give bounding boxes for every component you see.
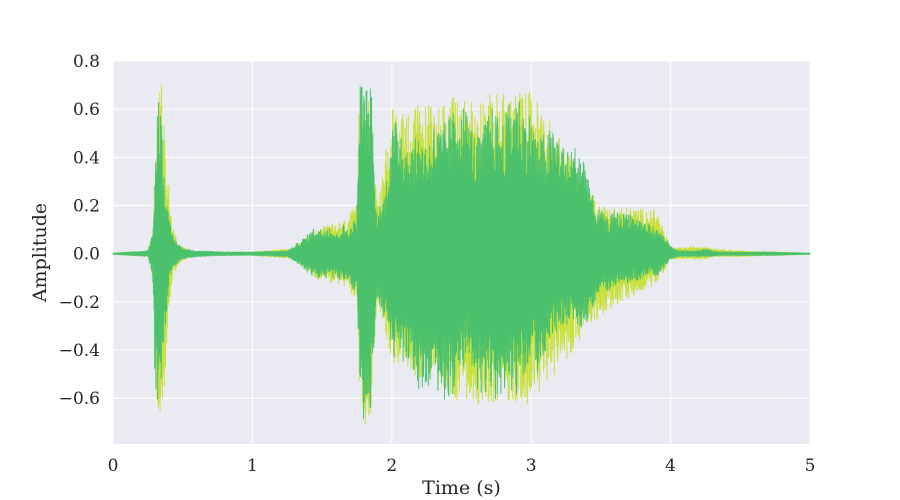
y-tick-label: −0.6 — [59, 389, 100, 409]
y-tick-label: −0.2 — [59, 293, 100, 313]
y-tick-label: −0.4 — [59, 341, 100, 361]
y-axis-label: Amplitude — [29, 203, 51, 303]
y-tick-label: 0.8 — [73, 52, 100, 72]
y-tick-label: 0.2 — [73, 197, 100, 217]
y-tick-labels: 0.8 0.6 0.4 0.2 0.0 −0.2 −0.4 −0.6 — [59, 52, 100, 409]
x-tick-label: 3 — [526, 456, 537, 476]
x-axis-label: Time (s) — [422, 477, 501, 499]
waveform-series-green — [112, 86, 811, 420]
y-tick-label: 0.0 — [73, 245, 100, 265]
x-tick-label: 1 — [247, 456, 258, 476]
x-tick-label: 0 — [108, 456, 119, 476]
x-tick-label: 5 — [805, 456, 816, 476]
x-tick-label: 2 — [386, 456, 397, 476]
waveform-series — [112, 84, 811, 424]
x-tick-labels: 0 1 2 3 4 5 — [108, 456, 816, 476]
y-tick-label: 0.6 — [73, 100, 100, 120]
x-tick-label: 4 — [665, 456, 676, 476]
y-tick-label: 0.4 — [73, 148, 100, 168]
